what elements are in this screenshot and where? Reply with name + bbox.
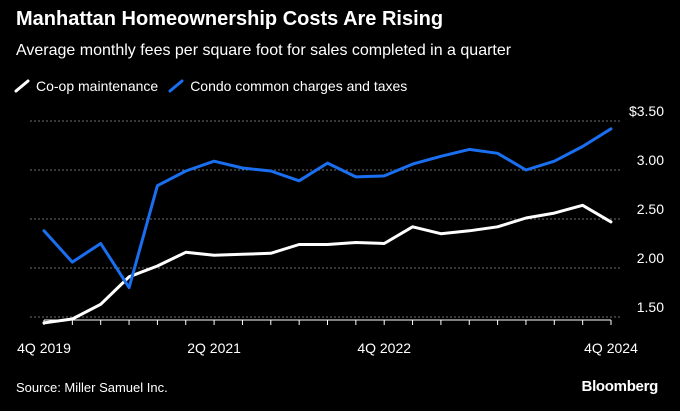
- y-tick-label-0: $3.50: [629, 103, 664, 119]
- x-tick-label-3: 4Q 2024: [584, 340, 638, 356]
- legend-item-coop: Co-op maintenance: [14, 78, 158, 94]
- series-line-condo: [42, 127, 613, 290]
- source-note: Source: Miller Samuel Inc.: [16, 380, 168, 395]
- x-tick-label-1: 2Q 2021: [187, 340, 241, 356]
- chart-title: Manhattan Homeownership Costs Are Rising: [16, 8, 444, 30]
- y-tick-label-3: 2.00: [637, 250, 664, 266]
- series-line-coop: [42, 203, 613, 325]
- y-tick-label-1: 3.00: [637, 152, 664, 168]
- bloomberg-logo: Bloomberg: [581, 378, 659, 395]
- legend-item-condo: Condo common charges and taxes: [168, 78, 407, 94]
- legend: Co-op maintenance Condo common charges a…: [14, 78, 417, 94]
- legend-label-condo: Condo common charges and taxes: [190, 78, 408, 94]
- x-tick-label-2: 4Q 2022: [357, 340, 411, 356]
- chart-subtitle: Average monthly fees per square foot for…: [16, 42, 512, 59]
- x-tick-label-0: 4Q 2019: [17, 340, 71, 356]
- y-tick-label-2: 2.50: [637, 201, 664, 217]
- legend-swatch-condo: [168, 79, 184, 93]
- legend-label-coop: Co-op maintenance: [36, 78, 159, 94]
- y-tick-label-4: 1.50: [637, 299, 664, 315]
- legend-swatch-coop: [14, 79, 30, 93]
